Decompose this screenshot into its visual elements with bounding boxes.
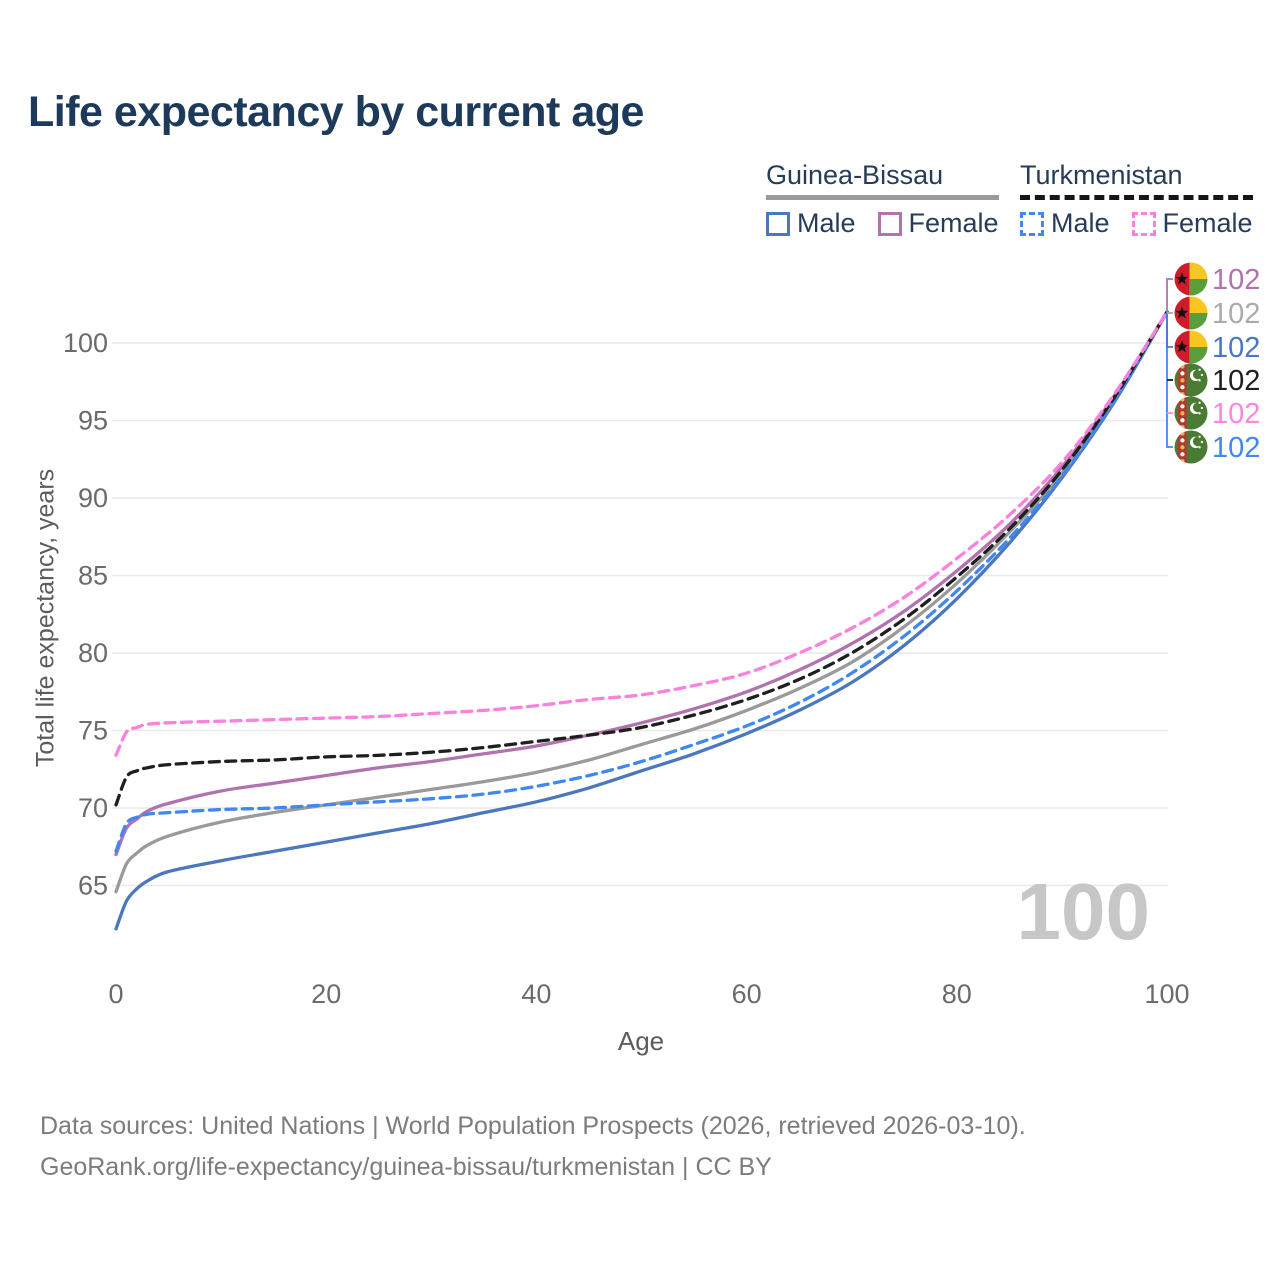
legend-item-guinea-bissau-male[interactable]: Male <box>766 208 856 239</box>
y-tick-label-95: 95 <box>78 406 108 436</box>
x-axis-title: Age <box>617 1026 665 1056</box>
x-tick-label-60: 60 <box>732 979 762 1009</box>
legend-item-turkmenistan-male[interactable]: Male <box>1020 208 1110 239</box>
legend-swatch-guinea-bissau-female <box>877 211 902 236</box>
series-line-guinea-bissau-male[interactable] <box>114 310 1169 931</box>
end-label-row: 102 <box>1174 330 1260 364</box>
age-counter: 100 <box>1016 867 1150 956</box>
legend-item-guinea-bissau-female[interactable]: Female <box>877 208 999 239</box>
legend-country-turkmenistan[interactable]: Turkmenistan <box>1020 160 1253 200</box>
end-label-row: 102 <box>1174 296 1260 330</box>
legend-group-turkmenistan: Turkmenistan Male Female <box>1020 160 1253 239</box>
end-label-value: 102 <box>1212 264 1260 296</box>
end-label-connector <box>1166 278 1173 312</box>
end-label-row: 102 <box>1174 396 1260 430</box>
x-tick-label-80: 80 <box>942 979 972 1009</box>
footer-attribution: GeoRank.org/life-expectancy/guinea-bissa… <box>40 1153 772 1181</box>
end-label-value: 102 <box>1212 298 1260 330</box>
y-tick-label-75: 75 <box>78 716 108 746</box>
legend-items-guinea-bissau: Male Female <box>766 208 999 239</box>
end-label-value: 102 <box>1212 365 1260 397</box>
legend-country-guinea-bissau[interactable]: Guinea-Bissau <box>766 160 999 200</box>
legend-item-turkmenistan-female[interactable]: Female <box>1131 208 1253 239</box>
x-tick-label-0: 0 <box>108 979 123 1009</box>
turkmenistan-flag-icon <box>1174 363 1208 397</box>
y-tick-label-65: 65 <box>78 871 108 901</box>
series-line-turkmenistan-male[interactable] <box>114 310 1169 854</box>
page-title: Life expectancy by current age <box>28 88 644 136</box>
legend-label-guinea-bissau-male: Male <box>797 208 856 238</box>
end-label-row: 102 <box>1174 262 1260 296</box>
series-line-turkmenistan-female[interactable] <box>114 310 1169 757</box>
y-axis-title: Total life expectancy, years <box>31 468 60 768</box>
end-label-row: 102 <box>1174 363 1260 397</box>
legend-items-turkmenistan: Male Female <box>1020 208 1253 239</box>
legend-label-turkmenistan-female: Female <box>1162 208 1253 238</box>
end-label-connector <box>1166 312 1173 348</box>
series-line-guinea-bissau-female[interactable] <box>114 310 1169 857</box>
turkmenistan-flag-icon <box>1174 396 1208 430</box>
y-tick-label-80: 80 <box>78 638 108 668</box>
footer: Data sources: United Nations | World Pop… <box>40 1106 1026 1188</box>
series-line-turkmenistan-total[interactable] <box>114 310 1169 807</box>
x-tick-label-40: 40 <box>521 979 551 1009</box>
end-label-value: 102 <box>1212 432 1260 464</box>
x-tick-label-100: 100 <box>1144 979 1189 1009</box>
x-tick-label-20: 20 <box>311 979 341 1009</box>
legend-swatch-turkmenistan-male <box>1020 211 1044 236</box>
legend-swatch-turkmenistan-female <box>1131 211 1156 236</box>
y-tick-label-100: 100 <box>63 328 108 358</box>
y-tick-label-85: 85 <box>78 561 108 591</box>
footer-data-sources: Data sources: United Nations | World Pop… <box>40 1112 1026 1140</box>
legend-label-turkmenistan-male: Male <box>1051 208 1110 238</box>
y-tick-label-90: 90 <box>78 483 108 513</box>
legend-label-guinea-bissau-female: Female <box>908 208 999 238</box>
y-tick-label-70: 70 <box>78 793 108 823</box>
turkmenistan-flag-icon <box>1174 430 1208 464</box>
series-line-guinea-bissau-total[interactable] <box>114 310 1169 894</box>
end-label-row: 102 <box>1174 430 1260 464</box>
end-label-value: 102 <box>1212 398 1260 430</box>
legend-swatch-guinea-bissau-male <box>766 211 790 236</box>
end-label-value: 102 <box>1212 332 1260 364</box>
legend-group-guinea-bissau: Guinea-Bissau Male Female <box>766 160 999 239</box>
end-label-connector <box>1166 312 1173 448</box>
